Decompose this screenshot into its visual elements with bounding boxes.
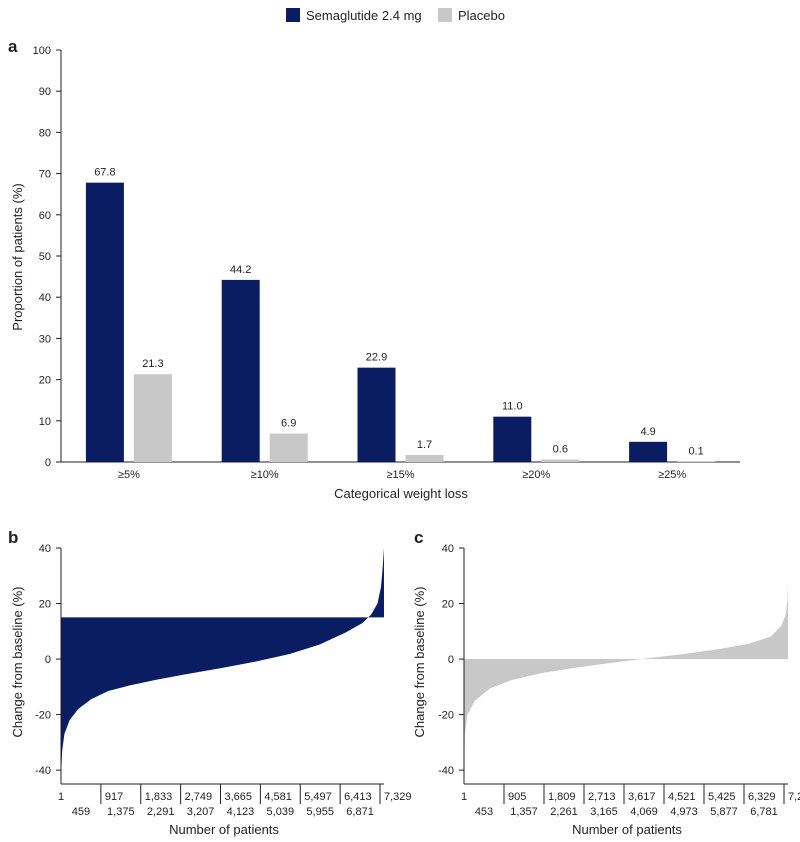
x-tick-label: 3,207 [187,806,215,818]
y-axis-title: Proportion of patients (%) [10,183,25,330]
panel-letter-b: b [8,528,18,547]
y-tick-label: 100 [33,45,51,57]
x-tick-label: 3,665 [225,791,253,803]
x-tick-label: 2,261 [550,806,578,818]
x-tick-label: 6,781 [750,806,778,818]
bar [405,454,444,462]
y-tick-label: -20 [438,710,454,722]
y-tick-label: 40 [39,292,51,304]
x-tick-label: 1 [461,791,467,803]
x-axis-title: Number of patients [169,822,279,837]
x-tick-label: 6,871 [346,806,374,818]
x-tick-label: 1,809 [548,791,576,803]
waterfall-panel-placebo: Change from baseline (%) Number of patie… [412,543,800,837]
x-tick-label: 7,329 [384,791,412,803]
x-axis-title: Categorical weight loss [334,486,468,501]
data-label: 1.7 [417,439,432,451]
data-label: 22.9 [366,352,387,364]
data-label: 6.9 [281,418,296,430]
y-tick-label: 0 [45,654,51,666]
y-tick-label: 20 [442,599,454,611]
x-tick-label: 453 [475,806,493,818]
bar [357,367,396,462]
data-label: 0.1 [688,446,703,458]
x-tick-label: 1,375 [107,806,135,818]
y-tick-label: 50 [39,251,51,263]
x-tick-label: ≥10% [251,469,279,481]
x-tick-label: 4,581 [264,791,292,803]
bar [493,416,532,462]
x-tick-label: 3,165 [590,806,618,818]
bar [269,433,308,462]
y-tick-label: -40 [35,765,51,777]
bar [221,279,260,462]
data-label: 11.0 [502,401,523,413]
x-tick-label: ≥15% [386,469,414,481]
x-tick-label: 5,039 [267,806,295,818]
x-axis-title: Number of patients [572,822,682,837]
x-tick-label: 5,877 [710,806,738,818]
legend-label-placebo: Placebo [458,8,505,23]
y-axis-title: Change from baseline (%) [412,586,427,737]
x-tick-label: 459 [72,806,90,818]
y-tick-label: -40 [438,765,454,777]
x-tick-label: 5,425 [708,791,736,803]
x-tick-label: 1,357 [510,806,538,818]
y-tick-label: -20 [35,710,51,722]
x-tick-label: 905 [508,791,526,803]
y-tick-label: 80 [39,127,51,139]
y-tick-label: 0 [448,654,454,666]
x-tick-label: 4,521 [668,791,696,803]
x-tick-label: 917 [105,791,123,803]
y-tick-label: 0 [45,457,51,469]
waterfall-area [464,581,788,784]
y-tick-label: 70 [39,169,51,181]
x-tick-label: ≥20% [522,469,550,481]
y-tick-label: 60 [39,210,51,222]
panel-letter-a: a [8,37,18,56]
data-label: 21.3 [142,358,163,370]
bar [133,374,172,462]
y-axis-title: Change from baseline (%) [10,586,25,737]
y-tick-label: 10 [39,416,51,428]
y-tick-label: 40 [442,543,454,555]
x-tick-label: 5,955 [306,806,334,818]
x-tick-label: 2,713 [588,791,616,803]
x-tick-label: 4,123 [227,806,255,818]
x-tick-label: 5,497 [304,791,332,803]
x-tick-label: 4,069 [630,806,658,818]
y-tick-label: 30 [39,333,51,345]
bar [85,182,124,462]
bar [629,441,668,462]
y-tick-label: 20 [39,599,51,611]
x-tick-label: 3,617 [628,791,656,803]
legend: Semaglutide 2.4 mg Placebo [286,8,505,23]
x-tick-label: 7,233 [788,791,800,803]
data-label: 44.2 [230,264,251,276]
data-label: 0.6 [553,444,568,456]
x-tick-label: 2,749 [185,791,213,803]
bar [541,459,580,462]
bar-chart-panel: Proportion of patients (%) Categorical w… [10,45,740,501]
panel-letter-c: c [414,528,423,547]
x-tick-label: ≥5% [118,469,140,481]
y-tick-label: 20 [39,375,51,387]
legend-label-semaglutide: Semaglutide 2.4 mg [306,8,422,23]
y-tick-label: 90 [39,86,51,98]
x-tick-label: 4,973 [670,806,698,818]
x-tick-label: ≥25% [658,469,686,481]
data-label: 4.9 [640,426,655,438]
x-tick-label: 1 [58,791,64,803]
waterfall-area [61,548,384,776]
x-tick-label: 6,329 [748,791,776,803]
x-tick-label: 1,833 [145,791,173,803]
waterfall-panel-semaglutide: Change from baseline (%) Number of patie… [10,543,412,837]
y-tick-label: 40 [39,543,51,555]
x-tick-label: 6,413 [344,791,372,803]
x-tick-label: 2,291 [147,806,175,818]
legend-swatch-placebo [438,8,452,22]
legend-swatch-semaglutide [286,8,300,22]
data-label: 67.8 [94,167,115,179]
